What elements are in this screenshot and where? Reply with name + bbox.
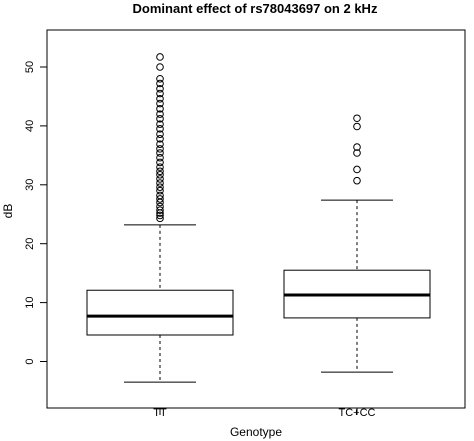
outlier-point	[353, 114, 361, 123]
outlier-point	[156, 175, 164, 183]
outlier-point	[156, 202, 164, 211]
y-axis-label: dB	[1, 204, 15, 219]
outlier-point	[156, 186, 164, 195]
outlier-point	[156, 149, 164, 157]
box-series	[86, 53, 431, 383]
x-tick-label: TT	[153, 407, 167, 419]
x-tick-label: TC+CC	[339, 407, 376, 419]
box-tc-cc	[283, 114, 431, 373]
outlier-point	[156, 89, 164, 98]
outlier-point	[156, 140, 164, 148]
outlier-point	[353, 122, 361, 131]
outlier-point	[156, 158, 164, 167]
outlier-point	[156, 120, 164, 128]
outlier-point	[156, 63, 164, 71]
outlier-point	[156, 53, 164, 61]
y-tick-label: 0	[24, 358, 36, 364]
outlier-point	[156, 145, 164, 153]
outlier-point	[353, 149, 361, 157]
y-tick-label: 50	[24, 61, 36, 73]
outlier-point	[156, 206, 164, 214]
x-axis-label: Genotype	[230, 425, 282, 439]
outlier-point	[156, 84, 164, 93]
y-axis: 0 10 20 30 40 50	[24, 61, 47, 365]
iqr-box	[86, 289, 234, 336]
outlier-point	[156, 115, 164, 123]
outlier-point	[156, 130, 164, 138]
outlier-point	[156, 191, 164, 200]
outlier-point	[156, 74, 164, 83]
outlier-point	[353, 143, 361, 151]
outlier-point	[353, 176, 361, 185]
outlier-point	[156, 170, 164, 179]
box-tt	[86, 53, 234, 383]
outlier-point	[156, 105, 164, 113]
x-axis: TT TC+CC	[153, 407, 375, 419]
outlier-point	[156, 214, 164, 223]
outlier-point	[156, 195, 164, 203]
plot-frame	[46, 29, 466, 409]
outlier-point	[156, 211, 164, 220]
outlier-point	[156, 125, 164, 133]
outlier-point	[156, 99, 164, 108]
y-tick-label: 30	[24, 179, 36, 191]
y-tick-label: 10	[24, 296, 36, 308]
outlier-point	[156, 153, 164, 162]
outlier-point	[156, 179, 164, 187]
outlier-point	[156, 95, 164, 103]
outlier-point	[156, 183, 164, 191]
y-tick-label: 40	[24, 120, 36, 132]
outlier-point	[156, 135, 164, 143]
outlier-point	[156, 167, 164, 176]
outlier-point	[156, 163, 164, 171]
chart-title: Dominant effect of rs78043697 on 2 kHz	[133, 1, 378, 16]
outlier-point	[353, 165, 361, 174]
outlier-point	[156, 110, 164, 118]
y-tick-label: 20	[24, 238, 36, 250]
outlier-point	[156, 79, 164, 88]
